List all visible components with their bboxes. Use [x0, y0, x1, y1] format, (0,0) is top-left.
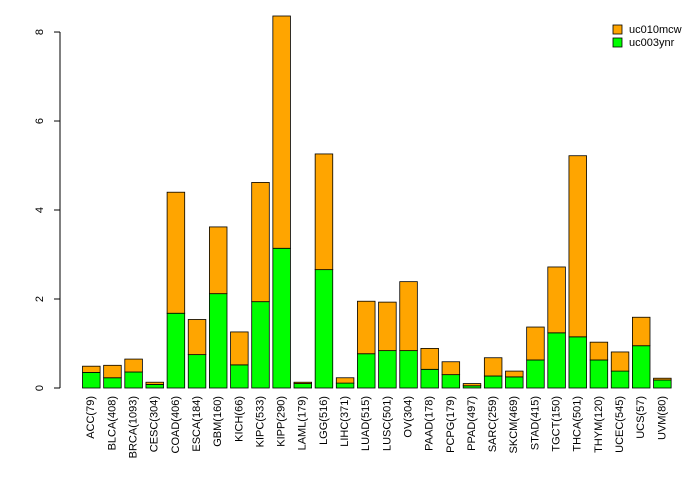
bar-segment-uc010mcw [145, 381, 164, 385]
bar-segment-uc003ynr [610, 370, 630, 389]
x-tick-label: BLCA(408) [106, 396, 118, 450]
x-tick-label: KICH(66) [233, 396, 245, 442]
bar-segment-uc010mcw [589, 341, 609, 361]
x-tick-label: LUSC(501) [381, 396, 393, 451]
bar-segment-uc010mcw [251, 182, 270, 303]
bar-segment-uc010mcw [483, 357, 503, 377]
x-tick-label: PPAD(497) [466, 396, 478, 451]
bar-segment-uc010mcw [441, 361, 461, 376]
x-tick-label: KIPC(533) [254, 396, 266, 447]
bar-segment-uc010mcw [357, 300, 376, 355]
x-tick-label: GBM(160) [212, 396, 224, 447]
bar-segment-uc003ynr [272, 247, 291, 389]
legend-swatch [612, 37, 623, 48]
bar-segment-uc003ynr [251, 301, 270, 389]
bar-segment-uc010mcw [632, 316, 651, 347]
bar-segment-uc003ynr [314, 269, 334, 389]
bar-segment-uc003ynr [589, 359, 609, 389]
bar-segment-uc003ynr [399, 350, 418, 389]
bar-segment-uc010mcw [462, 383, 482, 387]
bar-segment-uc003ynr [505, 376, 524, 389]
x-tick-label: THCA(501) [572, 396, 584, 452]
y-tick-label: 8 [34, 29, 46, 35]
bar-segment-uc010mcw [420, 347, 439, 370]
bar-segment-uc010mcw [526, 326, 545, 361]
bar-segment-uc003ynr [357, 353, 376, 389]
x-tick-label: SKCM(469) [508, 396, 520, 453]
x-axis-labels: ACC(79) BLCA(408) BRCA(1093) CESC(304) COAD(… [85, 396, 668, 458]
bar-segment-uc003ynr [547, 332, 566, 389]
bar-segment-uc003ynr [166, 312, 186, 389]
x-tick-label: PAAD(178) [424, 396, 436, 451]
bar-segment-uc003ynr [632, 345, 651, 389]
bar-segment-uc003ynr [208, 293, 228, 389]
x-tick-label: LUAD(515) [360, 396, 372, 451]
legend-label: uc003ynr [629, 37, 675, 49]
x-tick-label: UCEC(545) [614, 396, 626, 453]
bars [82, 15, 672, 389]
x-tick-label: STAD(415) [529, 396, 541, 450]
legend-swatch [612, 24, 623, 35]
x-tick-label: LIHC(371) [339, 396, 351, 447]
x-tick-label: ESCA(184) [191, 396, 203, 452]
bar-segment-uc003ynr [103, 377, 122, 389]
y-tick-label: 4 [34, 207, 46, 213]
bar-segment-uc010mcw [272, 15, 291, 249]
bar-segment-uc003ynr [82, 372, 101, 389]
y-tick-label: 6 [34, 118, 46, 124]
bar-segment-uc010mcw [568, 155, 587, 338]
bar-segment-uc010mcw [335, 377, 355, 384]
bar-segment-uc010mcw [230, 331, 249, 366]
y-axis: 0 2 4 6 8 [34, 29, 61, 391]
x-tick-label: KIPP(290) [276, 396, 288, 447]
bar-segment-uc010mcw [187, 319, 207, 356]
x-tick-label: LAML(179) [297, 396, 309, 450]
bar-segment-uc003ynr [378, 350, 397, 389]
bar-segment-uc010mcw [293, 381, 313, 384]
x-tick-label: PCPG(179) [445, 396, 457, 453]
x-tick-label: ACC(79) [85, 396, 97, 439]
bar-segment-uc003ynr [526, 359, 545, 389]
bar-segment-uc003ynr [441, 374, 461, 389]
bar-segment-uc010mcw [82, 365, 101, 373]
x-tick-label: OV(304) [402, 396, 414, 438]
x-tick-label: UCS(57) [635, 396, 647, 439]
bar-segment-uc003ynr [568, 336, 587, 389]
x-tick-label: TGCT(150) [551, 396, 563, 452]
bar-segment-uc010mcw [653, 377, 672, 381]
legend-label: uc010mcw [629, 24, 682, 36]
bar-segment-uc003ynr [230, 364, 249, 389]
bar-segment-uc010mcw [399, 281, 418, 352]
x-tick-label: UVM(80) [656, 396, 668, 440]
y-tick-label: 2 [34, 296, 46, 302]
bar-segment-uc003ynr [124, 371, 143, 389]
x-tick-label: SARC(259) [487, 396, 499, 452]
bar-segment-uc003ynr [293, 383, 313, 389]
bar-segment-uc010mcw [378, 301, 397, 352]
bar-segment-uc010mcw [314, 153, 334, 271]
bar-segment-uc010mcw [103, 364, 122, 379]
bar-segment-uc003ynr [420, 368, 439, 389]
bar-segment-uc010mcw [124, 358, 143, 373]
x-tick-label: BRCA(1093) [128, 396, 140, 458]
x-tick-label: LGG(516) [318, 396, 330, 445]
bar-segment-uc003ynr [187, 354, 207, 389]
bar-segment-uc003ynr [483, 375, 503, 389]
x-tick-label: COAD(406) [170, 396, 182, 453]
bar-segment-uc003ynr [145, 384, 164, 389]
bar-segment-uc010mcw [208, 226, 228, 295]
bar-segment-uc010mcw [547, 266, 566, 334]
x-tick-label: CESC(304) [149, 396, 161, 452]
x-tick-label: THYM(120) [593, 396, 605, 453]
bar-segment-uc010mcw [166, 191, 186, 314]
bar-segment-uc003ynr [653, 379, 672, 389]
bar-segment-uc010mcw [505, 370, 524, 378]
y-tick-label: 0 [34, 385, 46, 391]
bar-segment-uc010mcw [610, 351, 630, 372]
bar-segment-uc003ynr [335, 382, 355, 389]
